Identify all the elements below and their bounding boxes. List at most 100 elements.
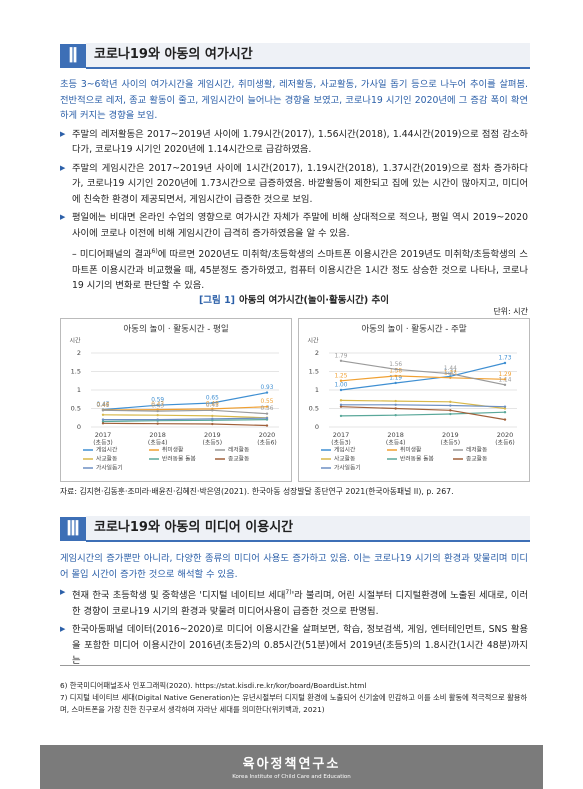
legend-label: 취미생활 — [162, 446, 184, 454]
data-point — [156, 418, 159, 421]
text: 현재 한국 초등학생 및 중학생은 '디지털 네이티브 세대 — [72, 590, 286, 602]
section-body: 초등 3~6학년 사이의 여가시간을 게임시간, 취미생활, 레저활동, 사교활… — [60, 77, 528, 294]
x-tick-sublabel: (초등6) — [257, 440, 277, 447]
value-label: 1.37 — [444, 369, 457, 375]
text: – 미디어패널의 결과 — [72, 249, 152, 261]
legend-label: 레저활동 — [228, 446, 250, 454]
series-line — [341, 404, 506, 408]
y-tick-label: 0.5 — [71, 405, 81, 413]
y-tick-label: 1.5 — [309, 368, 319, 376]
section-header: Ⅱ 코로나19와 아동의 여가시간 — [60, 43, 530, 69]
data-point — [449, 404, 452, 407]
value-label: 1.79 — [335, 353, 348, 359]
bullet: 한국아동패널 데이터(2016~2020)로 미디어 이용시간을 살펴보면, 학… — [60, 622, 528, 669]
value-label: 0.59 — [151, 398, 164, 404]
text: '라 불리며, 어린 시절부터 디지털환경에 노출된 세대로, 이러한 경향이 … — [72, 590, 528, 617]
value-label: 1.00 — [335, 383, 348, 389]
org-name: 육아정책연구소 — [242, 757, 341, 772]
section-header: Ⅲ 코로나19와 아동의 미디어 이용시간 — [60, 516, 530, 542]
data-point — [503, 361, 507, 365]
value-label: 0.36 — [261, 406, 274, 412]
series-line — [340, 399, 506, 410]
section-body: 게임시간의 증가뿐만 아니라, 다양한 종류의 미디어 사용도 증가하고 있음.… — [60, 551, 528, 672]
x-tick-label: 2017 — [95, 431, 112, 439]
lead-text: 게임시간의 증가뿐만 아니라, 다양한 종류의 미디어 사용도 증가하고 있음.… — [60, 553, 528, 580]
y-axis-label: 시간 — [69, 337, 81, 345]
x-tick-sublabel: (초등6) — [495, 440, 515, 447]
legend-label: 레저활동 — [466, 446, 488, 454]
y-axis-label: 시간 — [307, 337, 319, 345]
data-point — [339, 399, 343, 402]
series-line — [102, 422, 268, 427]
section-number: Ⅲ — [60, 517, 86, 541]
data-point — [339, 414, 343, 418]
data-point — [394, 407, 397, 410]
legend-label: 반려동물 돌봄 — [162, 455, 197, 463]
bullet: 평일에는 비대면 온라인 수업의 영향으로 여가시간 자체가 주말에 비해 상대… — [60, 210, 528, 241]
data-point — [394, 368, 397, 371]
data-point — [394, 374, 397, 378]
legend-label: 종교활동 — [466, 455, 488, 463]
footer: 육아정책연구소 Korea Institute of Child Care an… — [40, 745, 543, 789]
value-label: 1.56 — [389, 362, 402, 368]
legend-label: 게임시간 — [96, 446, 118, 454]
data-point — [449, 376, 452, 379]
data-point — [211, 422, 214, 426]
footnote-rule — [60, 665, 530, 666]
y-tick-label: 0 — [315, 423, 319, 431]
value-label: 1.44 — [444, 366, 457, 372]
section-title: 코로나19와 아동의 미디어 이용시간 — [86, 516, 530, 542]
footnote-ref: 6) — [151, 248, 158, 255]
y-tick-label: 0.5 — [309, 405, 319, 413]
x-tick-label: 2020 — [259, 431, 276, 439]
series-line — [102, 392, 268, 411]
data-point — [211, 414, 214, 418]
footnote-ref: 7) — [285, 589, 292, 596]
value-label: 0.47 — [151, 402, 164, 408]
series-line — [102, 414, 268, 419]
x-tick-label: 2018 — [149, 431, 166, 439]
data-point — [101, 422, 105, 425]
y-tick-label: 1.5 — [71, 368, 81, 376]
series-line — [340, 411, 506, 417]
legend-label: 반려동물 돌봄 — [400, 455, 435, 463]
data-point — [211, 409, 214, 412]
footnotes: 6) 한국미디어패널조사 인포그래픽(2020). https://stat.k… — [60, 680, 530, 716]
data-point — [211, 401, 214, 405]
data-point — [394, 381, 397, 385]
value-label: 1.14 — [499, 377, 512, 383]
data-point — [101, 409, 105, 412]
x-tick-sublabel: (초등4) — [386, 440, 406, 447]
data-point — [101, 420, 105, 423]
figure-label: [그림 1] — [198, 295, 236, 306]
legend-label: 가사일돕기 — [96, 464, 123, 472]
unit: 단위: 시간 — [493, 307, 528, 316]
series-line — [102, 419, 268, 423]
data-point — [339, 405, 343, 408]
data-point — [101, 418, 105, 421]
figure-title: 아동의 여가시간(놀이·활동시간) 추이 — [239, 295, 390, 306]
y-tick-label: 0 — [77, 423, 81, 431]
value-label: 0.46 — [97, 402, 110, 408]
bullet: 현재 한국 초등학생 및 중학생은 '디지털 네이티브 세대7)'라 불리며, … — [60, 585, 528, 619]
data-point — [449, 412, 452, 416]
value-label: 1.73 — [499, 355, 512, 361]
x-tick-sublabel: (초등5) — [441, 440, 461, 447]
data-point — [394, 399, 397, 403]
value-label: 1.25 — [335, 373, 348, 379]
x-tick-label: 2020 — [497, 431, 514, 439]
value-label: 0.65 — [206, 395, 219, 401]
data-point — [265, 412, 269, 415]
x-tick-sublabel: (초등3) — [331, 440, 351, 447]
data-point — [503, 405, 507, 408]
x-tick-label: 2019 — [204, 431, 221, 439]
data-point — [503, 378, 507, 381]
chart-title: 아동의 놀이 · 활동시간 - 주말 — [361, 324, 466, 335]
series-line — [340, 406, 506, 421]
value-label: 0.49 — [206, 401, 219, 407]
value-label: 0.43 — [151, 404, 164, 410]
legend-label: 게임시간 — [334, 446, 356, 454]
data-point — [449, 372, 452, 375]
